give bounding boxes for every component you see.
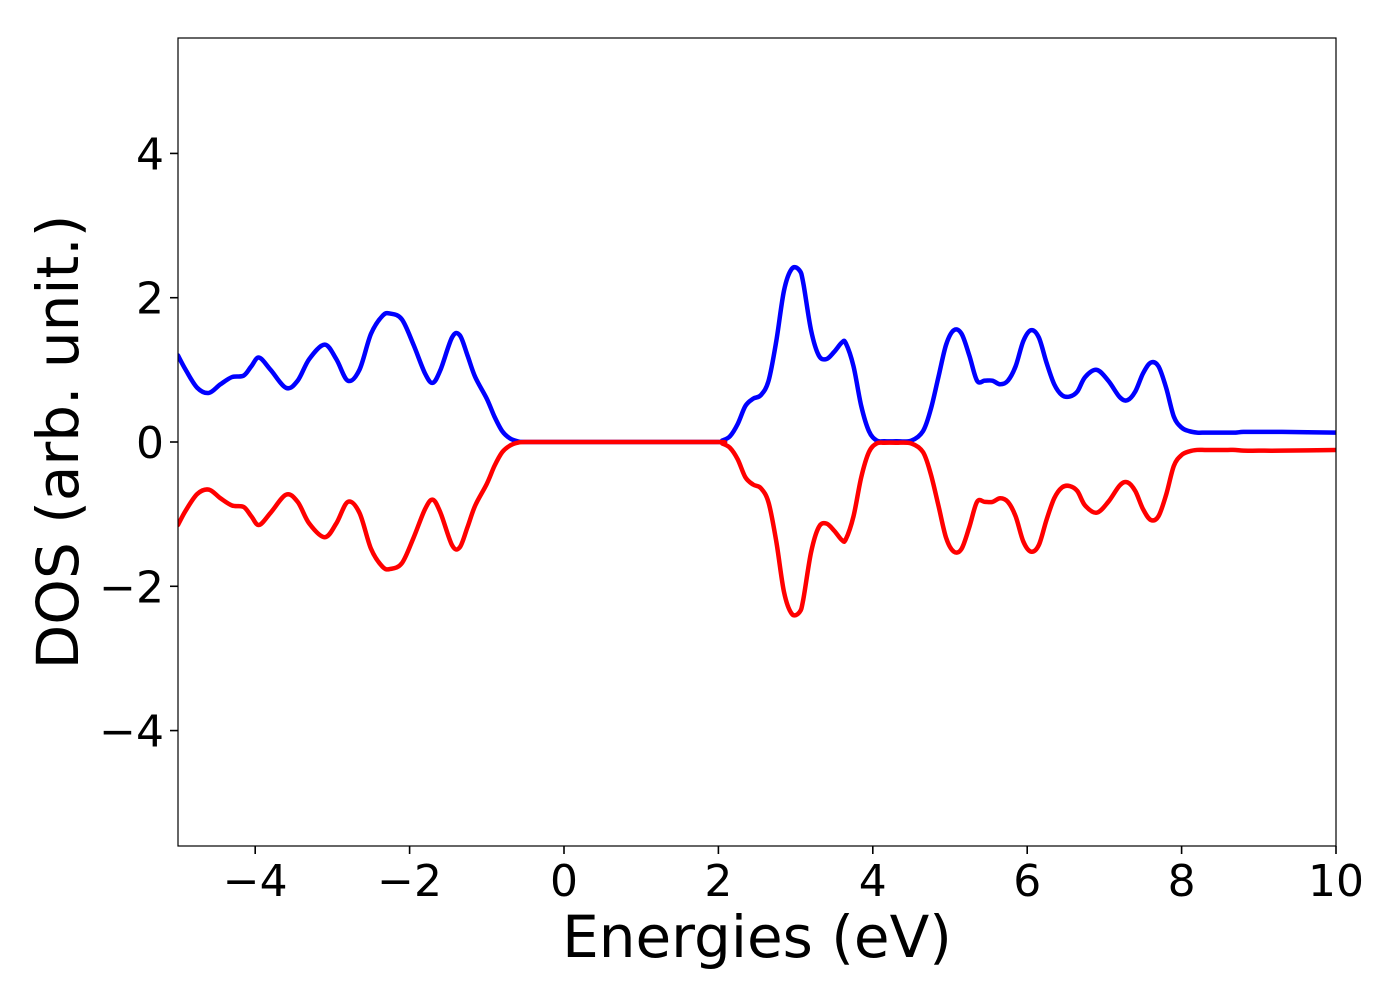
y-axis: 4 2 0 −2 −4 <box>99 129 178 758</box>
plot-frame <box>177 37 1337 847</box>
y-tick-label: −4 <box>99 707 164 758</box>
y-axis-label: DOS (arb. unit.) <box>24 215 92 670</box>
series-line-1 <box>178 264 1336 445</box>
x-tick-label: 0 <box>550 856 578 907</box>
y-tick-label: 4 <box>136 129 164 180</box>
x-tick-label: 4 <box>859 856 887 907</box>
x-tick-label: 2 <box>704 856 732 907</box>
x-axis-label: Energies (eV) <box>562 903 952 971</box>
x-tick-label: 6 <box>1013 856 1041 907</box>
x-tick-label: 8 <box>1168 856 1196 907</box>
x-axis: −4 −2 0 2 4 6 8 10 <box>223 846 1364 907</box>
x-tick-label: −4 <box>223 856 288 907</box>
series-line-2 <box>178 439 1336 618</box>
y-tick-label: 0 <box>136 418 164 469</box>
y-tick-label: 2 <box>136 274 164 325</box>
x-tick-label: −2 <box>377 856 442 907</box>
series-layer <box>178 264 1336 618</box>
x-tick-label: 10 <box>1308 856 1364 907</box>
y-tick-label: −2 <box>99 562 164 613</box>
